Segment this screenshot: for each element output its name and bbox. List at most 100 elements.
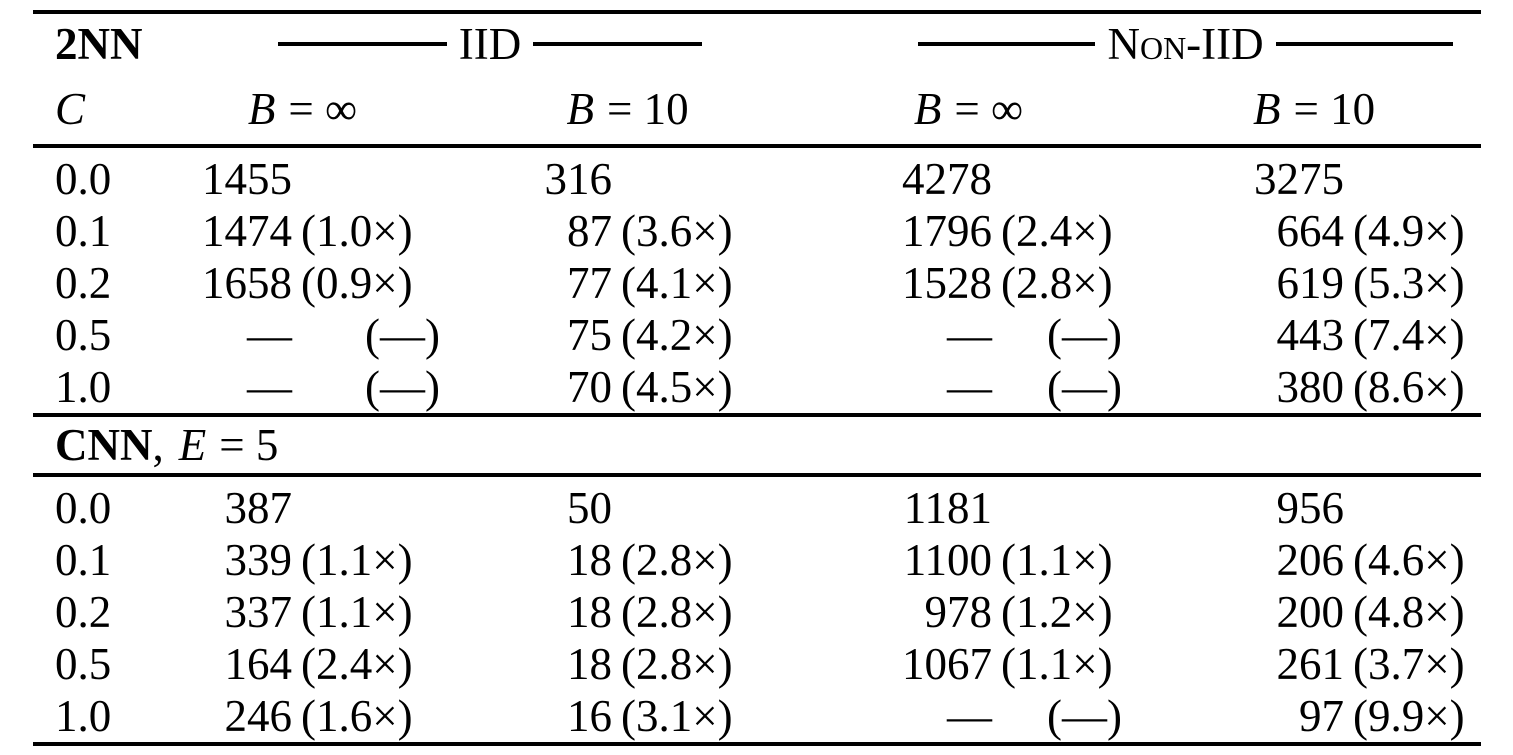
group-header-row: 2NN IID Non-IID bbox=[33, 12, 1481, 74]
client-fraction-value: 0.2 bbox=[55, 258, 112, 308]
speedup-value: (2.4×) bbox=[301, 639, 413, 689]
rounds-value: 70 bbox=[465, 361, 612, 417]
speedup-value: (2.8×) bbox=[1001, 258, 1113, 308]
b-variable-label: B bbox=[913, 84, 942, 134]
header-rule-line bbox=[278, 42, 447, 46]
table-row: 0.1 339 (1.1×) 18 (2.8×) 1100 (1.1×) 206 (4.6×) bbox=[33, 534, 1481, 586]
speedup-value bbox=[1344, 475, 1481, 534]
rounds-value: 316 bbox=[544, 154, 613, 204]
table-row: 0.2 337 (1.1×) 18 (2.8×) 978 (1.2×) 200 (4.8×) bbox=[33, 586, 1481, 638]
speedup-value: (4.6×) bbox=[1353, 535, 1465, 585]
column-header-row: C B = ∞ B = 10 B = ∞ B = 10 bbox=[33, 74, 1482, 148]
table-header: 2NN IID Non-IID bbox=[33, 12, 1482, 148]
speedup-value: (4.5×) bbox=[612, 361, 791, 417]
header-rule-line bbox=[918, 42, 1096, 46]
noniid-group-label: Non-IID bbox=[1107, 19, 1264, 69]
speedup-value bbox=[1344, 146, 1481, 205]
table-row: 0.5 164 (2.4×) 18 (2.8×) 1067 (1.1×) 261 (3.7×) bbox=[33, 638, 1481, 690]
speedup-value: (1.1×) bbox=[1001, 639, 1113, 689]
table-row: 0.0 387 50 1181 956 bbox=[33, 475, 1481, 534]
b-variable-label: B bbox=[247, 84, 276, 134]
rounds-value: 619 bbox=[1276, 258, 1345, 308]
model-cnn-label: CNN bbox=[55, 420, 153, 470]
rounds-value: 50 bbox=[567, 483, 612, 533]
speedup-value: (1.1×) bbox=[301, 587, 413, 637]
rounds-value: 380 bbox=[1147, 361, 1345, 417]
speedup-value: (1.0×) bbox=[301, 206, 413, 256]
model-2nn-label: 2NN bbox=[55, 19, 143, 69]
cnn-section-title-cell: CNN, E = 5 bbox=[33, 415, 1482, 477]
rounds-value: 4278 bbox=[902, 154, 993, 204]
col-header-c: C bbox=[33, 74, 140, 148]
speedup-value: (2.8×) bbox=[621, 535, 733, 585]
rounds-value: 97 bbox=[1299, 691, 1345, 741]
speedup-value: (4.2×) bbox=[621, 310, 733, 360]
rounds-value: 77 bbox=[567, 258, 612, 308]
speedup-value: (2.4×) bbox=[1001, 206, 1113, 256]
table-row: 1.0— (—) 70 (4.5×) — (—) 380 (8.6×) bbox=[33, 361, 1482, 417]
iid-group-label: IID bbox=[458, 19, 522, 69]
speedup-value: (5.3×) bbox=[1353, 258, 1465, 308]
rounds-value: 1455 bbox=[202, 154, 292, 204]
speedup-value: (7.4×) bbox=[1353, 310, 1465, 360]
table-row: 1.0 246 (1.6×) 16 (3.1×) — (—) 97 (9.9×) bbox=[33, 690, 1481, 744]
speedup-value: (—) bbox=[1047, 310, 1123, 360]
speedup-value bbox=[612, 146, 790, 205]
client-fraction-value: 0.0 bbox=[55, 483, 112, 533]
rounds-value: 18 bbox=[567, 535, 612, 585]
speedup-value: (1.2×) bbox=[1001, 587, 1113, 637]
speedup-value: (0.9×) bbox=[301, 258, 413, 308]
speedup-value: (9.9×) bbox=[1353, 691, 1465, 741]
rounds-value: 337 bbox=[224, 587, 293, 637]
comma-text: , bbox=[152, 420, 164, 470]
client-fraction-value: 0.1 bbox=[55, 535, 112, 585]
rounds-value: 87 bbox=[567, 206, 612, 256]
speedup-value: (—) bbox=[1047, 691, 1123, 741]
rounds-value: 339 bbox=[224, 535, 293, 585]
rounds-value: 1181 bbox=[903, 483, 993, 533]
speedup-value: (2.8×) bbox=[621, 587, 733, 637]
b-value-label: = 10 bbox=[1293, 84, 1376, 134]
header-rule-line bbox=[533, 42, 703, 46]
b-variable-label: B bbox=[566, 84, 594, 134]
model-2nn-label-cell: 2NN bbox=[33, 12, 143, 74]
col-header-b-inf-noniid: B = ∞ bbox=[790, 74, 1148, 148]
speedup-value: (—) bbox=[992, 361, 1148, 417]
speedup-value: (1.6×) bbox=[301, 691, 413, 741]
speedup-value bbox=[612, 475, 790, 534]
rounds-value: 956 bbox=[1276, 483, 1345, 533]
e-variable-label: E bbox=[178, 420, 207, 470]
rounds-value: 75 bbox=[567, 310, 612, 360]
rounds-value: 1100 bbox=[903, 535, 993, 585]
b-value-label: = 10 bbox=[606, 84, 689, 134]
col-header-b-10-noniid: B = 10 bbox=[1147, 74, 1482, 148]
speedup-value bbox=[992, 146, 1147, 205]
rounds-value: 200 bbox=[1276, 587, 1345, 637]
iid-group-header-cell: IID bbox=[140, 12, 790, 74]
rounds-value: — bbox=[140, 361, 292, 417]
b-variable-label: B bbox=[1252, 84, 1281, 134]
speedup-value bbox=[292, 146, 465, 205]
col-header-b-inf-iid: B = ∞ bbox=[140, 74, 465, 148]
rounds-value: — bbox=[947, 310, 993, 360]
table-row: 0.0 1455 316 4278 3275 bbox=[33, 146, 1481, 205]
speedup-value: (3.7×) bbox=[1353, 639, 1465, 689]
iid-group-header: IID bbox=[140, 14, 790, 74]
noniid-group-header-cell: Non-IID bbox=[790, 12, 1481, 74]
c-variable-label: C bbox=[55, 84, 86, 134]
rounds-value: 1796 bbox=[902, 206, 993, 256]
table-row: 0.5 — (—) 75 (4.2×) — (—) 443 (7.4×) bbox=[33, 309, 1481, 361]
speedup-value: (3.1×) bbox=[621, 691, 733, 741]
rounds-value: 206 bbox=[1276, 535, 1345, 585]
speedup-value bbox=[292, 475, 465, 534]
speedup-value bbox=[992, 475, 1147, 534]
speedup-value: (—) bbox=[365, 310, 440, 360]
rounds-value: 246 bbox=[224, 691, 293, 741]
e-value-label: = 5 bbox=[219, 420, 279, 470]
rounds-value: 3275 bbox=[1254, 154, 1345, 204]
speedup-value: (1.1×) bbox=[1001, 535, 1113, 585]
col-header-b-10-iid: B = 10 bbox=[465, 74, 791, 148]
rounds-value: 978 bbox=[924, 587, 993, 637]
rounds-value: 261 bbox=[1276, 639, 1345, 689]
